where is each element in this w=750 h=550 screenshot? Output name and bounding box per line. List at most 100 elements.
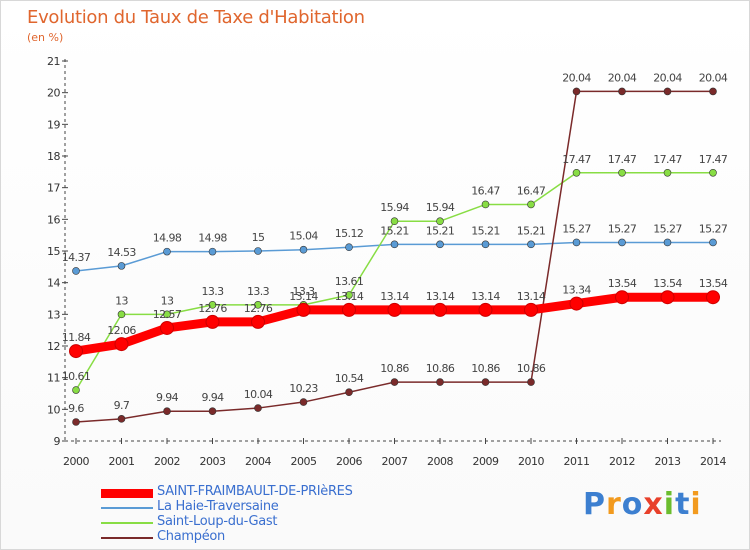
data-label-0: 12.06 <box>107 324 136 337</box>
series-point-2 <box>117 310 126 319</box>
data-label-0: 12.76 <box>198 302 227 315</box>
data-label-3: 10.86 <box>517 362 546 375</box>
legend-swatch <box>101 507 153 509</box>
logo-letter: i <box>663 487 676 522</box>
logo-letter: x <box>643 487 664 522</box>
y-tick-label: 10 <box>47 403 60 416</box>
data-label-0: 13.54 <box>608 277 637 290</box>
x-tick-label: 2013 <box>655 455 681 468</box>
series-point-1 <box>208 247 217 256</box>
data-label-3: 10.86 <box>380 362 409 375</box>
y-tick-label: 14 <box>47 277 60 290</box>
data-label-2: 13.61 <box>335 275 364 288</box>
data-label-1: 14.98 <box>198 232 227 245</box>
series-point-0 <box>160 320 174 335</box>
series-point-1 <box>117 262 126 270</box>
data-label-0: 13.14 <box>335 290 364 303</box>
series-point-2 <box>163 310 171 319</box>
series-point-0 <box>342 302 356 317</box>
series-point-1 <box>299 245 308 254</box>
x-tick-label: 2000 <box>63 455 89 468</box>
data-label-1: 15.21 <box>380 224 409 237</box>
series-point-3 <box>481 378 490 386</box>
series-point-1 <box>163 247 171 256</box>
y-tick-label: 18 <box>47 150 60 163</box>
logo-letter: o <box>621 487 644 522</box>
y-tick-label: 20 <box>47 87 60 100</box>
x-tick-label: 2006 <box>336 455 362 468</box>
data-label-0: 11.84 <box>62 331 91 344</box>
logo-letter: r <box>606 487 622 522</box>
data-label-1: 15.27 <box>699 222 728 235</box>
legend-swatch <box>101 488 153 498</box>
x-tick-label: 2012 <box>609 455 635 468</box>
series-point-1 <box>254 247 262 255</box>
logo-letter: i <box>690 487 702 522</box>
legend-label: SAINT-FRAIMBAULT-DE-PRIèRES <box>157 484 353 499</box>
data-label-1: 15.21 <box>517 224 546 237</box>
data-label-2: 17.47 <box>699 153 728 166</box>
data-label-3: 10.04 <box>244 388 273 401</box>
series-point-2 <box>208 301 217 309</box>
data-label-2: 15.94 <box>380 201 409 214</box>
x-tick-label: 2005 <box>291 455 317 468</box>
series-point-0 <box>615 290 629 305</box>
data-label-3: 10.86 <box>471 362 500 375</box>
data-label-3: 10.54 <box>335 372 364 385</box>
data-label-3: 9.94 <box>201 391 224 404</box>
data-label-1: 15.12 <box>335 227 364 240</box>
data-label-2: 15.94 <box>426 201 455 214</box>
data-label-1: 15.04 <box>289 230 318 243</box>
series-point-1 <box>618 238 626 247</box>
data-label-1: 15 <box>252 231 265 244</box>
data-label-1: 15.27 <box>653 222 682 235</box>
data-label-0: 13.34 <box>562 284 591 297</box>
series-point-3 <box>72 418 80 426</box>
y-tick-label: 17 <box>47 182 60 195</box>
data-label-3: 10.23 <box>289 382 318 395</box>
data-label-3: 20.04 <box>653 71 682 84</box>
series-point-0 <box>205 314 220 329</box>
logo-letter: P <box>583 487 606 522</box>
series-point-3 <box>299 398 308 406</box>
series-point-0 <box>387 302 402 317</box>
series-point-0 <box>251 314 265 329</box>
legend-label: La Haie-Traversaine <box>157 499 279 514</box>
series-point-1 <box>436 240 444 249</box>
series-point-2 <box>390 217 399 226</box>
y-tick-label: 15 <box>47 245 60 258</box>
series-point-3 <box>663 87 672 96</box>
data-label-2: 16.47 <box>471 184 500 197</box>
series-point-0 <box>433 302 447 317</box>
series-point-1 <box>390 240 399 249</box>
series-point-0 <box>114 337 129 352</box>
data-label-1: 14.53 <box>107 246 136 259</box>
data-label-1: 14.98 <box>153 232 182 245</box>
data-label-0: 13.54 <box>699 277 728 290</box>
data-label-2: 17.47 <box>562 153 591 166</box>
series-point-0 <box>478 302 493 317</box>
y-tick-label: 9 <box>54 435 61 448</box>
data-label-0: 13.14 <box>426 290 455 303</box>
series-point-2 <box>436 217 444 226</box>
data-label-0: 12.76 <box>244 302 273 315</box>
series-point-1 <box>481 240 490 249</box>
y-tick-label: 12 <box>47 340 60 353</box>
data-label-2: 17.47 <box>608 153 637 166</box>
data-label-3: 20.04 <box>608 71 637 84</box>
series-point-0 <box>660 290 675 305</box>
series-point-3 <box>572 87 581 96</box>
series-point-2 <box>254 301 262 309</box>
series-point-0 <box>69 344 83 359</box>
series-point-1 <box>72 267 80 275</box>
series-point-2 <box>72 386 80 394</box>
series-point-2 <box>663 168 672 177</box>
data-label-0: 12.57 <box>153 308 182 321</box>
series-point-1 <box>345 243 353 251</box>
logo-letter: t <box>675 487 691 522</box>
data-label-2: 13 <box>161 294 174 307</box>
series-point-3 <box>345 388 353 397</box>
chart-subtitle: (en %) <box>27 31 64 44</box>
